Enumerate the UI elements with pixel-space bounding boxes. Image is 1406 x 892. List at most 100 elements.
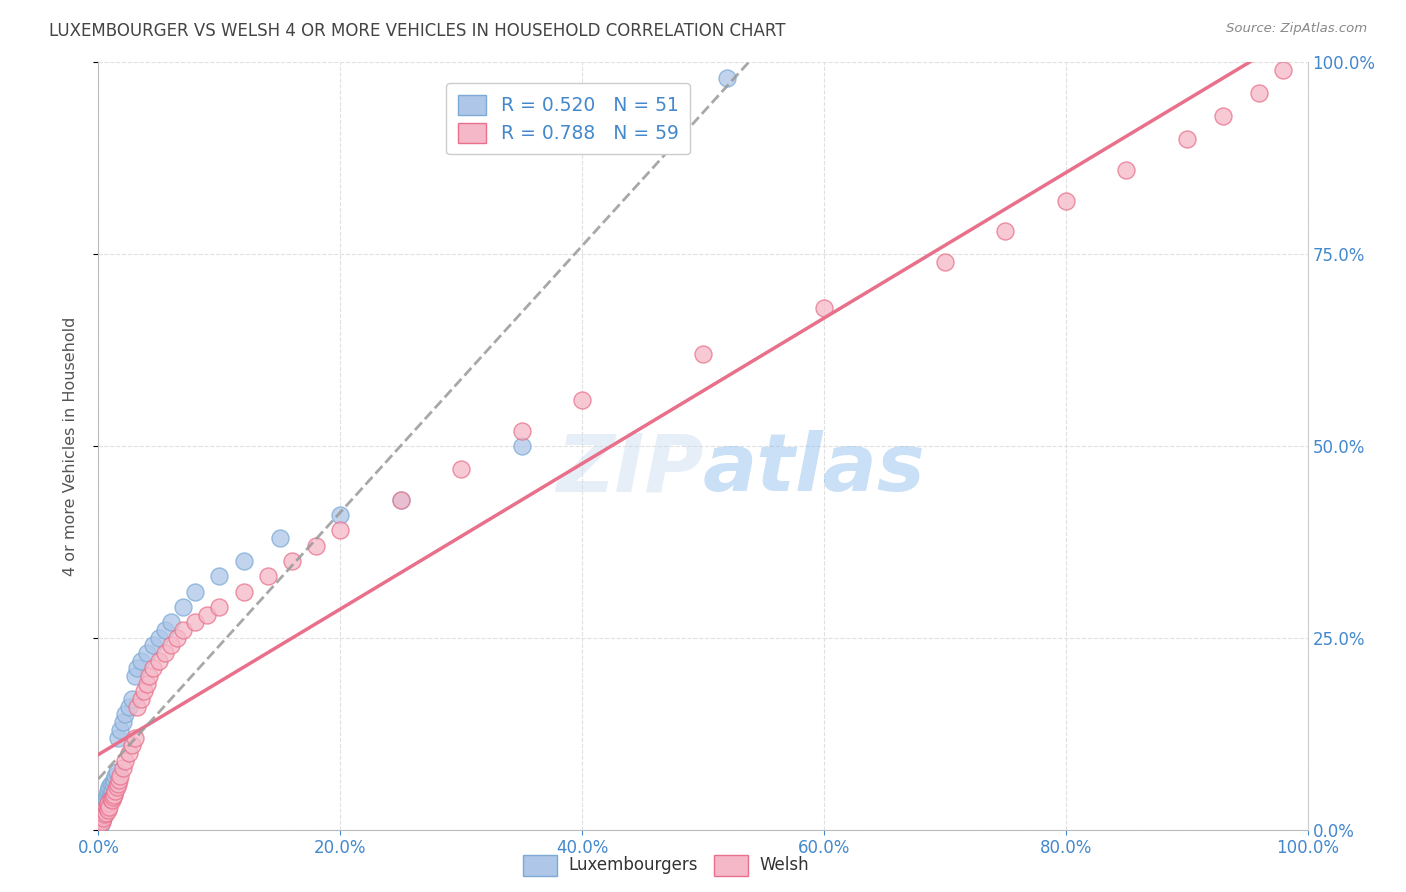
Point (1115, 162, 1137, 177)
Point (90, 816, 112, 830)
Point (105, 780, 128, 795)
Point (121, 738, 143, 752)
Point (91, 811, 114, 825)
Point (108, 772, 131, 787)
Point (127, 661, 149, 675)
Point (89, 816, 111, 830)
Point (716, 70, 738, 85)
Point (166, 631, 188, 645)
Point (1175, 132, 1198, 146)
Point (329, 524, 352, 538)
Point (107, 731, 129, 745)
Point (281, 554, 304, 568)
Point (124, 669, 146, 683)
Text: Welsh: Welsh (759, 856, 808, 874)
Point (98, 792, 121, 806)
Text: Source: ZipAtlas.com: Source: ZipAtlas.com (1226, 22, 1367, 36)
Point (571, 392, 593, 407)
Point (100, 784, 122, 798)
Point (108, 723, 131, 737)
Text: Luxembourgers: Luxembourgers (568, 856, 697, 874)
Point (1054, 194, 1077, 208)
Point (135, 677, 157, 691)
Y-axis label: 4 or more Vehicles in Household: 4 or more Vehicles in Household (63, 317, 77, 575)
Point (91, 811, 114, 825)
Point (89, 819, 111, 833)
Point (89, 814, 111, 829)
Point (142, 661, 165, 675)
Bar (714, 855, 748, 876)
Point (100, 776, 122, 790)
Point (91, 814, 114, 829)
Point (91, 814, 114, 828)
Point (129, 654, 152, 668)
Point (93, 804, 115, 818)
Point (97, 796, 120, 810)
Point (94, 804, 117, 818)
Point (256, 569, 278, 583)
Point (104, 784, 127, 798)
Point (208, 600, 231, 615)
Point (232, 584, 254, 599)
Point (127, 699, 149, 714)
Point (1212, 109, 1234, 123)
Point (100, 792, 122, 806)
Point (96, 801, 118, 815)
Point (121, 692, 143, 706)
Point (160, 639, 183, 653)
Point (389, 492, 412, 507)
Point (934, 255, 956, 269)
Point (153, 623, 176, 637)
Text: atlas: atlas (703, 430, 925, 508)
Point (184, 615, 207, 630)
Point (450, 462, 472, 476)
Text: LUXEMBOURGER VS WELSH 4 OR MORE VEHICLES IN HOUSEHOLD CORRELATION CHART: LUXEMBOURGER VS WELSH 4 OR MORE VEHICLES… (49, 22, 786, 40)
Point (118, 699, 141, 714)
Point (97, 784, 120, 798)
Legend: R = 0.520   N = 51, R = 0.788   N = 59: R = 0.520 N = 51, R = 0.788 N = 59 (446, 83, 690, 154)
Point (107, 776, 129, 790)
Point (1249, 86, 1271, 100)
Point (148, 631, 170, 645)
Point (114, 707, 136, 722)
Point (93, 807, 115, 822)
Bar (523, 855, 557, 876)
Point (692, 347, 714, 361)
Point (97, 796, 120, 810)
Point (91, 809, 114, 823)
Point (142, 639, 165, 653)
Point (153, 646, 176, 660)
Point (94, 805, 117, 820)
Point (111, 715, 134, 730)
Point (184, 584, 207, 599)
Point (94, 792, 117, 806)
Point (90, 811, 112, 825)
Point (1272, 63, 1295, 78)
Point (103, 788, 125, 802)
Point (98, 799, 121, 814)
Point (994, 224, 1017, 238)
Point (96, 788, 118, 802)
Point (118, 746, 141, 760)
Point (135, 646, 157, 660)
Point (90, 814, 112, 828)
Point (97, 804, 120, 818)
Point (134, 684, 156, 698)
Point (232, 554, 254, 568)
Point (208, 569, 231, 583)
Point (101, 776, 124, 790)
Text: ZIP: ZIP (555, 430, 703, 508)
Point (111, 761, 134, 775)
Point (129, 692, 152, 706)
Point (100, 788, 122, 802)
Point (101, 790, 124, 805)
Point (813, 301, 835, 315)
Point (93, 807, 115, 822)
Point (148, 654, 170, 668)
Point (91, 809, 114, 823)
Point (93, 799, 115, 814)
Point (510, 424, 533, 438)
Point (90, 807, 112, 822)
Point (93, 796, 115, 810)
Point (269, 531, 291, 545)
